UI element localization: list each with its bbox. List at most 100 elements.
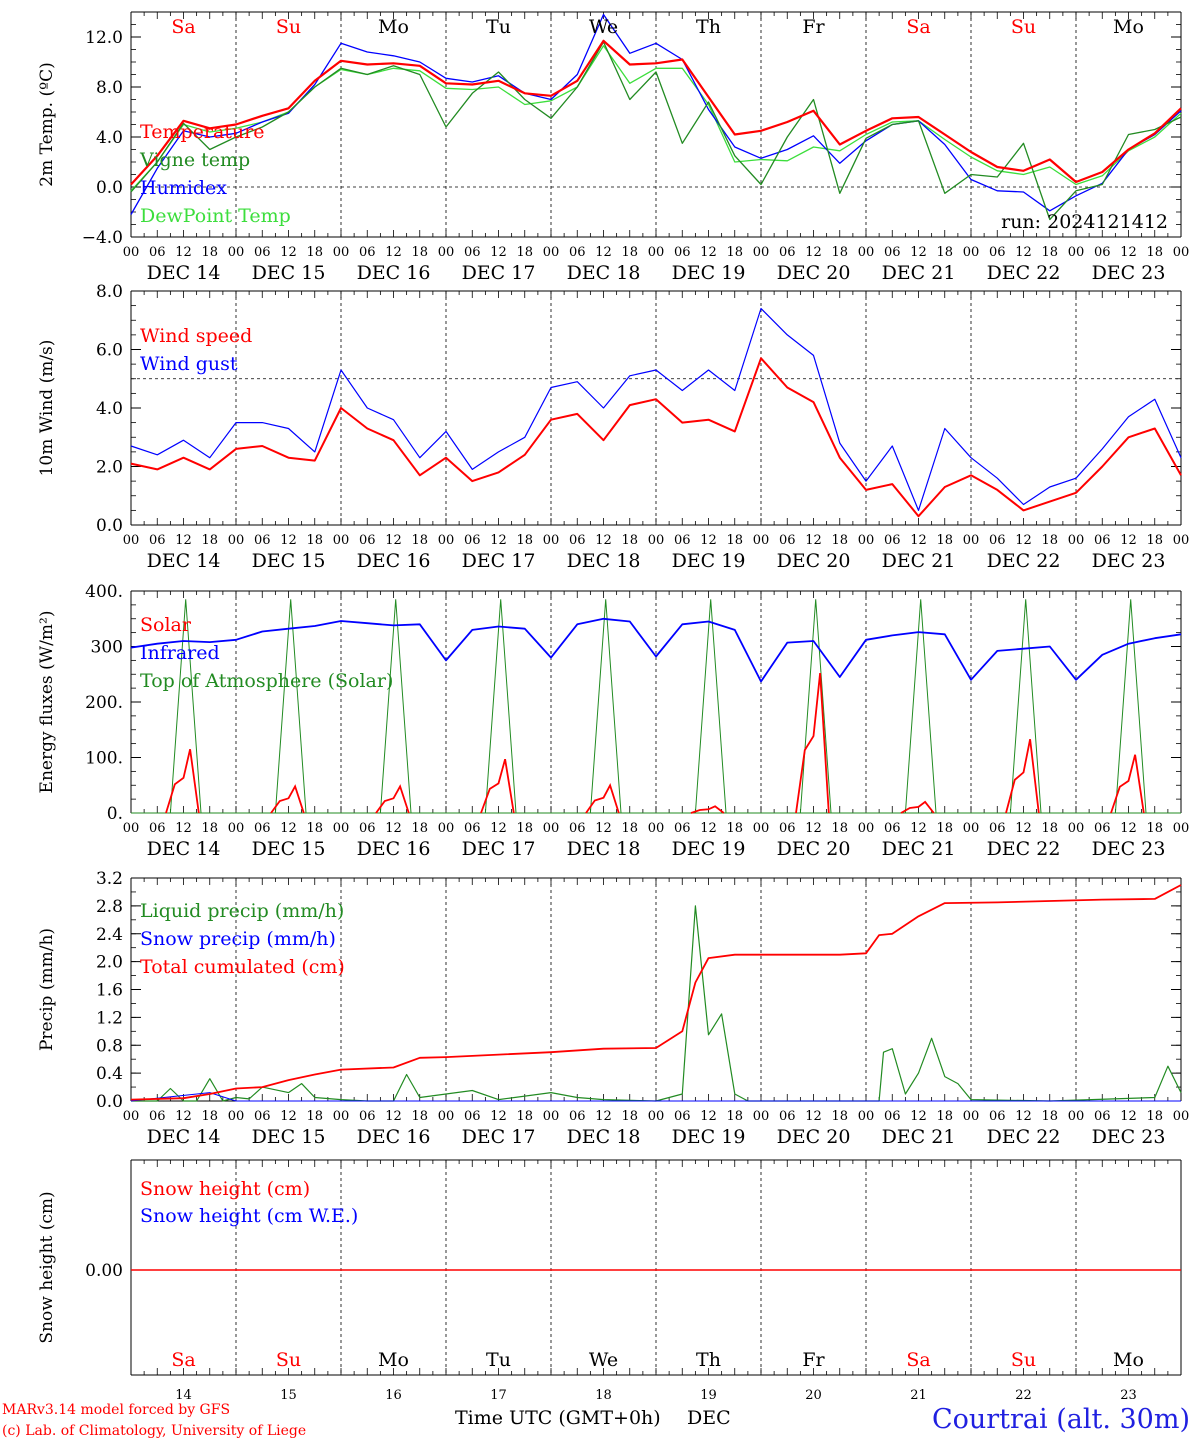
x-hour-label: 00 — [333, 821, 350, 836]
x-hour-label: 12 — [280, 821, 297, 836]
day-number: 18 — [595, 1388, 612, 1403]
x-hour-label: 18 — [516, 245, 533, 260]
x-day-label: DEC 22 — [987, 838, 1061, 860]
x-hour-label: 18 — [936, 533, 953, 548]
wind-panel: 0.0 2.0 4.0 6.0 8.0 10m Wind (m/s) Wind speed W… — [37, 282, 1189, 572]
x-hour-label: 00 — [963, 533, 980, 548]
x-hour-label: 06 — [569, 821, 586, 836]
x-hour-label: 12 — [1015, 821, 1032, 836]
x-hour-label: 18 — [936, 1109, 953, 1124]
legend-entry: Infrared — [140, 642, 220, 664]
x-hour-label: 00 — [963, 245, 980, 260]
x-hour-label: 12 — [700, 821, 717, 836]
x-day-label: DEC 23 — [1092, 550, 1166, 572]
x-day-label: DEC 14 — [147, 262, 221, 284]
energy-panel: 0. 100. 200. 300 400. Energy fluxes (W/m²) Sol… — [37, 582, 1189, 860]
x-hour-label: 12 — [175, 821, 192, 836]
toa-solar-pulse — [472, 599, 530, 814]
series-line — [130, 357, 1182, 518]
day-initial: Sa — [171, 16, 195, 38]
day-initial: Tu — [486, 1349, 511, 1371]
x-day-label: DEC 16 — [357, 838, 431, 860]
series-line — [130, 307, 1182, 511]
legend-entry: Wind gust — [140, 353, 238, 375]
x-hour-label: 00 — [123, 245, 140, 260]
day-initial: Sa — [906, 1349, 930, 1371]
x-hour-label: 18 — [621, 533, 638, 548]
x-day-label: DEC 15 — [252, 262, 326, 284]
x-hour-label: 06 — [149, 533, 166, 548]
x-hour-label: 06 — [884, 1109, 901, 1124]
x-hour-label: 06 — [989, 1109, 1006, 1124]
snow-panel: 0.00 Snow height (cm) Snow height (cm) Snow… — [37, 1159, 1182, 1403]
day-number: 21 — [910, 1388, 927, 1403]
day-number: 16 — [385, 1388, 402, 1403]
x-hour-label: 12 — [490, 533, 507, 548]
x-hour-label: 00 — [858, 1109, 875, 1124]
day-number: 23 — [1120, 1388, 1137, 1403]
day-initial: Mo — [378, 16, 409, 38]
x-day-label: DEC 17 — [462, 550, 536, 572]
x-hour-label: 12 — [385, 821, 402, 836]
x-hour-label: 06 — [779, 533, 796, 548]
x-hour-label: 18 — [1041, 245, 1058, 260]
x-hour-label: 18 — [306, 533, 323, 548]
x-hour-label: 18 — [201, 533, 218, 548]
x-hour-label: 12 — [1120, 1109, 1137, 1124]
x-day-label: DEC 18 — [567, 550, 641, 572]
y-axis-label: Snow height (cm) — [37, 1191, 57, 1343]
x-hour-label: 00 — [1068, 533, 1085, 548]
x-hour-label: 06 — [149, 1109, 166, 1124]
x-hour-label: 00 — [123, 1109, 140, 1124]
x-hour-label: 00 — [648, 245, 665, 260]
day-number: 14 — [175, 1388, 192, 1403]
x-hour-label: 18 — [726, 245, 743, 260]
day-initial: Su — [1011, 1349, 1036, 1371]
day-initial: Tu — [486, 16, 511, 38]
y-tick-label: 0. — [107, 804, 123, 824]
x-hour-label: 18 — [201, 821, 218, 836]
x-hour-label: 06 — [674, 1109, 691, 1124]
x-hour-label: 06 — [779, 821, 796, 836]
x-hour-label: 18 — [621, 1109, 638, 1124]
x-hour-label: 18 — [1146, 245, 1163, 260]
x-day-label: DEC 20 — [777, 550, 851, 572]
toa-solar-pulse — [997, 599, 1055, 814]
day-initial: Su — [1011, 16, 1036, 38]
y-tick-label: −4.0 — [82, 228, 123, 248]
x-day-label: DEC 18 — [567, 262, 641, 284]
x-hour-label: 06 — [884, 245, 901, 260]
infrared-line — [130, 617, 1182, 683]
x-hour-label: 18 — [1041, 1109, 1058, 1124]
day-number: 22 — [1015, 1388, 1032, 1403]
footer-credit-line: (c) Lab. of Climatology, University of L… — [2, 1423, 306, 1439]
day-initial: Mo — [378, 1349, 409, 1371]
series-line — [130, 39, 1182, 186]
day-initial: Mo — [1113, 1349, 1144, 1371]
solar-pulse — [795, 673, 830, 814]
y-tick-label: 6.0 — [96, 341, 123, 361]
x-hour-label: 12 — [595, 1109, 612, 1124]
x-hour-label: 12 — [385, 245, 402, 260]
x-hour-label: 12 — [385, 533, 402, 548]
x-hour-label: 06 — [989, 821, 1006, 836]
x-hour-label: 06 — [1094, 1109, 1111, 1124]
x-hour-label: 06 — [359, 821, 376, 836]
x-day-label: DEC 21 — [882, 1126, 956, 1148]
x-day-label: DEC 23 — [1092, 262, 1166, 284]
y-tick-label: 100. — [85, 749, 123, 769]
x-hour-label: 06 — [989, 245, 1006, 260]
x-day-label: DEC 23 — [1092, 838, 1166, 860]
y-tick-label: 0.00 — [85, 1261, 123, 1281]
x-day-label: DEC 18 — [567, 1126, 641, 1148]
x-hour-label: 18 — [621, 821, 638, 836]
day-number: 20 — [805, 1388, 822, 1403]
x-hour-label: 12 — [910, 245, 927, 260]
x-hour-label: 18 — [201, 245, 218, 260]
y-tick-label: 0.8 — [96, 1036, 123, 1056]
y-tick-label: 2.0 — [96, 953, 123, 973]
day-initial: Fr — [802, 1349, 825, 1371]
day-number: 17 — [490, 1388, 507, 1403]
x-hour-label: 12 — [1015, 1109, 1032, 1124]
x-day-label: DEC 20 — [777, 262, 851, 284]
